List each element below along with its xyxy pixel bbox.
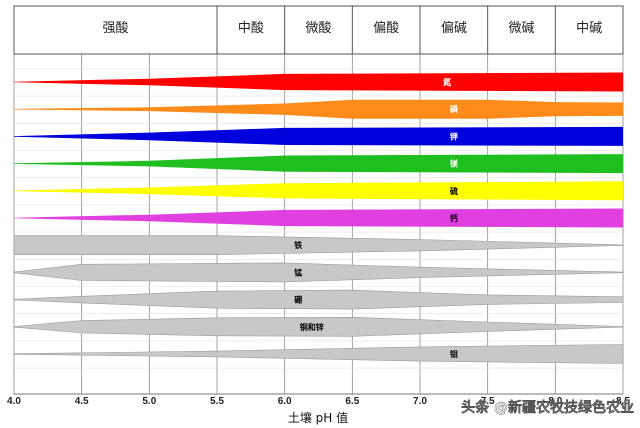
nutrient-band-shape	[14, 154, 623, 174]
acidity-zone-label: 强酸	[102, 21, 128, 36]
nutrient-band-7: 锰	[13, 262, 624, 283]
nutrient-band-10: 钼	[13, 344, 624, 364]
ph-tick-label: 6.5	[345, 396, 359, 407]
acidity-zone-label: 中碱	[576, 21, 602, 36]
acidity-zone-label: 微酸	[305, 21, 331, 36]
nutrient-band-6: 铁	[13, 235, 624, 255]
ph-tick-label: 4.5	[75, 396, 89, 407]
ph-axis-ticks: 4.0 4.5 5.0 5.5 6.0 6.5 7.0 7.5 8.0 8.5	[7, 396, 630, 407]
ph-tick-label: 6.0	[278, 396, 292, 407]
nutrient-label: 钼	[450, 349, 458, 359]
acidity-zone-label: 中酸	[238, 21, 264, 36]
nutrient-label: 磷	[450, 104, 459, 114]
header-frame	[13, 5, 624, 55]
watermark: 头条 @新疆农牧技绿色农业	[461, 399, 634, 416]
ph-tick-label: 4.0	[7, 396, 21, 407]
nutrient-band-3: 镁	[14, 154, 623, 174]
nutrient-band-9: 铜和锌	[13, 316, 624, 337]
nutrient-label: 锰	[294, 267, 302, 277]
nutrient-label: 钙	[450, 213, 458, 223]
nutrient-label: 铜和锌	[300, 322, 324, 332]
ph-tick-label: 8.0	[548, 396, 562, 407]
nutrient-band-shape	[14, 72, 623, 92]
acidity-zone-label: 微碱	[508, 21, 534, 36]
nutrient-band-5: 钙	[14, 208, 623, 228]
nutrient-label: 硫	[450, 186, 458, 196]
nutrient-band-8: 硼	[13, 289, 624, 310]
nutrient-band-4: 硫	[14, 181, 623, 201]
nutrient-band-0: 氮	[14, 72, 623, 92]
nutrient-label: 铁	[294, 240, 302, 250]
ph-axis-title: 土壤 pH 值	[288, 410, 348, 425]
ph-tick-label: 7.0	[413, 396, 427, 407]
nutrient-band-shape	[13, 262, 624, 283]
nutrient-band-shape	[14, 208, 623, 228]
acidity-zone-label: 偏碱	[441, 21, 467, 36]
nutrient-band-shape	[13, 316, 624, 337]
nutrient-label: 镁	[450, 159, 458, 169]
nutrient-band-shape	[14, 126, 623, 146]
nutrient-label: 氮	[443, 77, 451, 87]
nutrient-band-2: 钾	[14, 126, 623, 146]
watermark-text: 头条 @新疆农牧技绿色农业	[461, 399, 634, 416]
nutrient-band-shape	[13, 344, 624, 364]
nutrient-label: 硼	[294, 295, 302, 305]
nutrient-band-shape	[14, 99, 623, 119]
nutrient-band-shape	[14, 181, 623, 201]
header-grid: 强酸 中酸 微酸 偏酸 偏碱 微碱 中碱	[13, 5, 624, 55]
nutrient-band-shape	[13, 289, 624, 310]
acidity-zone-label: 偏酸	[373, 21, 399, 36]
nutrient-band-1: 磷	[14, 99, 623, 119]
nutrient-band-shape	[13, 235, 624, 255]
ph-tick-label: 8.5	[616, 396, 630, 407]
nutrient-label: 钾	[450, 131, 458, 141]
ph-tick-label: 5.0	[142, 396, 156, 407]
ph-tick-label: 5.5	[210, 396, 224, 407]
ph-tick-label: 7.5	[481, 396, 495, 407]
